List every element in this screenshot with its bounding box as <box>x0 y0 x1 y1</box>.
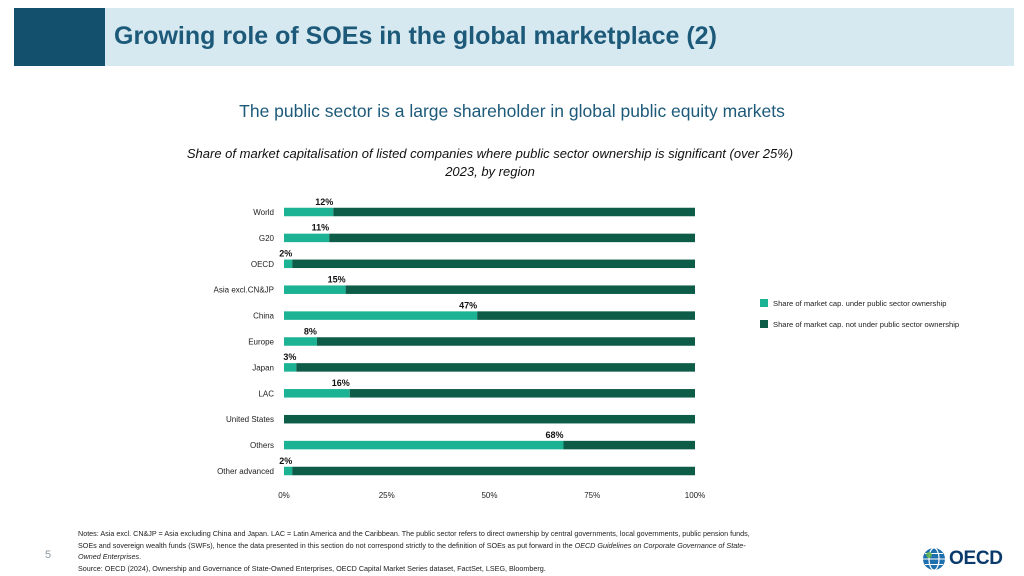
category-label-oecd: OECD <box>251 260 274 269</box>
bar-public-asia-excl-cn-jp <box>284 285 346 294</box>
bar-not-public-china <box>477 311 695 320</box>
notes-line-3: Owned Enterprises. <box>78 551 888 563</box>
header-accent-block <box>14 8 105 66</box>
category-label-world: World <box>253 208 274 217</box>
category-label-japan: Japan <box>252 363 274 372</box>
category-label-lac: LAC <box>258 389 274 398</box>
x-tick-label-25: 25% <box>379 491 395 500</box>
oecd-logo-text: OECD <box>949 548 1003 569</box>
bar-public-other-advanced <box>284 466 293 476</box>
globe-icon <box>923 547 945 571</box>
x-tick-label-0: 0% <box>278 491 290 500</box>
data-label-lac: 16% <box>332 378 350 388</box>
bar-public-europe <box>284 337 317 346</box>
bar-not-public-united-states <box>284 414 695 424</box>
chart-title-line2: 2023, by region <box>445 164 535 179</box>
category-label-china: China <box>253 312 274 321</box>
bar-not-public-world <box>333 207 695 217</box>
x-tick-label-50: 50% <box>481 491 497 500</box>
slide-title: Growing role of SOEs in the global marke… <box>114 22 717 50</box>
slide-subtitle: The public sector is a large shareholder… <box>239 101 785 121</box>
data-label-others: 68% <box>545 430 563 440</box>
category-label-g20: G20 <box>259 234 275 243</box>
bar-public-china <box>284 311 478 320</box>
bar-not-public-japan <box>296 363 695 372</box>
oecd-logo: OECD <box>922 545 1003 573</box>
notes-line-2: SOEs and sovereign wealth funds (SWFs), … <box>78 540 888 552</box>
category-label-united-states: United States <box>226 415 274 424</box>
data-label-other-advanced: 2% <box>279 456 292 466</box>
chart-title-line1: Share of market capitalisation of listed… <box>186 146 794 161</box>
bar-not-public-others <box>563 440 695 450</box>
bar-public-oecd <box>284 259 293 269</box>
bar-public-world <box>284 207 334 217</box>
legend-swatch-not-public <box>760 320 768 328</box>
bar-not-public-asia-excl-cn-jp <box>345 285 695 294</box>
bar-public-lac <box>284 389 350 398</box>
data-label-world: 12% <box>315 197 333 207</box>
x-tick-label-100: 100% <box>685 491 705 500</box>
data-label-europe: 8% <box>304 326 317 336</box>
category-label-europe: Europe <box>248 338 274 347</box>
data-label-oecd: 2% <box>279 249 292 259</box>
category-label-asia-excl-cn-jp: Asia excl.CN&JP <box>214 286 274 295</box>
notes-line-1: Notes: Asia excl. CN&JP = Asia excluding… <box>78 529 750 538</box>
bar-public-japan <box>284 363 297 372</box>
bar-public-g20 <box>284 233 330 243</box>
category-label-other-advanced: Other advanced <box>217 467 274 476</box>
data-label-g20: 11% <box>312 223 330 233</box>
data-label-china: 47% <box>459 300 477 310</box>
bar-public-others <box>284 440 564 450</box>
chart-title: Share of market capitalisation of listed… <box>180 145 800 181</box>
bar-not-public-g20 <box>329 233 695 243</box>
notes-source: Source: OECD (2024), Ownership and Gover… <box>78 563 546 573</box>
x-tick-label-75: 75% <box>584 491 600 500</box>
data-label-japan: 3% <box>283 352 296 362</box>
page-number: 5 <box>45 549 52 561</box>
notes-line-2-text: SOEs and sovereign wealth funds (SWFs), … <box>78 540 575 550</box>
footnotes: Notes: Asia excl. CN&JP = Asia excluding… <box>78 528 888 574</box>
legend-swatch-public <box>760 299 768 307</box>
bar-not-public-europe <box>316 337 695 346</box>
bar-not-public-lac <box>349 389 695 398</box>
guidelines-title-part2: Owned Enterprises <box>78 552 140 561</box>
bar-not-public-oecd <box>292 259 695 269</box>
notes-line-3-end: . <box>139 552 142 561</box>
legend-label-not-public: Share of market cap. not under public se… <box>773 320 959 329</box>
data-label-asia-excl-cn-jp: 15% <box>328 274 346 284</box>
guidelines-title-part1: OECD Guidelines on Corporate Governance … <box>574 540 746 550</box>
legend-label-public: Share of market cap. under public sector… <box>773 299 946 308</box>
category-label-others: Others <box>250 441 274 450</box>
header-band <box>14 8 1014 66</box>
bar-not-public-other-advanced <box>292 466 695 476</box>
